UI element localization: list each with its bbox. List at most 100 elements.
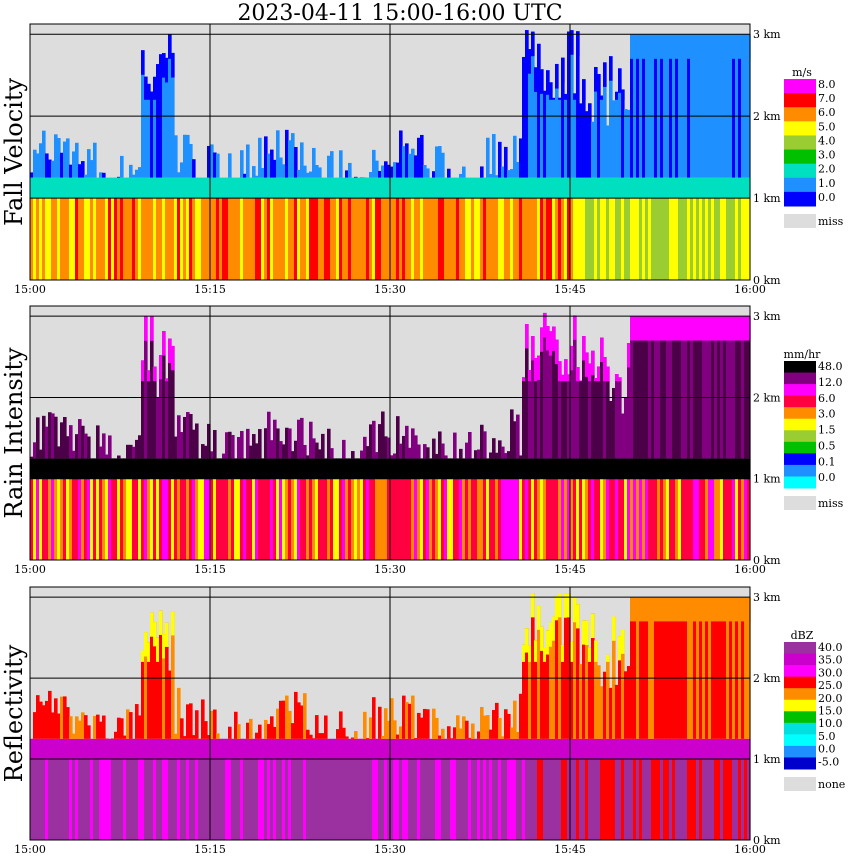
cell — [510, 177, 514, 199]
cell — [198, 198, 202, 280]
cell — [639, 34, 643, 178]
cell — [87, 149, 91, 178]
x-tick-label: 15:30 — [374, 563, 406, 576]
cell — [711, 198, 715, 280]
cell — [438, 759, 442, 840]
cell — [294, 198, 298, 280]
cell — [444, 759, 448, 840]
cell — [594, 177, 598, 199]
cell — [45, 153, 49, 178]
cell — [216, 738, 220, 760]
cell — [519, 198, 523, 280]
cell — [639, 597, 643, 739]
cell — [204, 458, 208, 479]
cell — [207, 145, 211, 178]
cell — [726, 316, 730, 341]
cell — [654, 458, 658, 479]
cell — [174, 198, 178, 280]
cell — [396, 198, 400, 280]
cell — [384, 436, 388, 459]
cell — [516, 731, 520, 739]
cell — [696, 738, 700, 760]
cell — [39, 458, 43, 479]
cell — [585, 198, 589, 280]
legend-label: 4.0 — [818, 134, 836, 147]
cell — [624, 109, 628, 178]
cell — [588, 363, 592, 382]
cell — [102, 198, 106, 280]
cell — [597, 366, 601, 459]
cell — [423, 458, 427, 479]
cell — [345, 478, 349, 560]
cell — [516, 162, 520, 178]
cell — [288, 710, 292, 739]
cell — [186, 458, 190, 479]
cell — [468, 759, 472, 840]
cell — [141, 360, 145, 382]
cell — [174, 135, 178, 178]
cell — [705, 177, 709, 199]
cell — [372, 420, 376, 459]
cell — [420, 458, 424, 479]
cell — [741, 177, 745, 199]
cell — [675, 597, 679, 622]
cell — [723, 198, 727, 280]
cell — [222, 759, 226, 840]
cell — [225, 432, 229, 459]
cell — [81, 738, 85, 760]
cell — [414, 198, 418, 280]
cell — [126, 444, 130, 459]
cell — [69, 164, 73, 178]
cell — [534, 67, 538, 92]
cell — [291, 723, 295, 739]
legend-swatch — [784, 453, 816, 466]
cell — [291, 478, 295, 560]
cell — [555, 595, 559, 739]
cell — [267, 411, 271, 459]
cell — [336, 729, 340, 739]
cell — [456, 715, 460, 739]
cell — [522, 478, 526, 560]
cell — [123, 738, 127, 760]
cell — [228, 726, 232, 739]
cell — [663, 34, 667, 59]
cell — [366, 446, 370, 459]
cell — [666, 597, 670, 622]
cell — [102, 172, 106, 178]
cell — [609, 198, 613, 280]
cell — [711, 759, 715, 840]
cell — [303, 444, 307, 459]
cell — [444, 198, 448, 280]
cell — [513, 738, 517, 760]
cell — [372, 198, 376, 280]
cell — [165, 378, 169, 382]
cell — [606, 654, 610, 662]
cell — [273, 478, 277, 560]
cell — [270, 198, 274, 280]
cell — [708, 198, 712, 280]
cell — [162, 331, 166, 356]
cell — [36, 759, 40, 840]
cell — [192, 177, 196, 199]
cell — [171, 345, 175, 371]
cell — [594, 67, 598, 178]
cell — [30, 478, 34, 560]
cell — [75, 458, 79, 479]
cell — [465, 738, 469, 760]
cell — [243, 738, 247, 760]
cell — [45, 177, 49, 199]
cell — [357, 198, 361, 280]
cell — [735, 478, 739, 560]
cell — [54, 738, 58, 760]
cell — [366, 759, 370, 840]
cell — [693, 597, 697, 739]
cell — [75, 738, 79, 760]
cell — [330, 759, 334, 840]
cell — [132, 738, 136, 760]
cell — [507, 198, 511, 280]
cell — [315, 165, 319, 178]
cell — [327, 458, 331, 479]
cell — [411, 428, 415, 459]
cell — [387, 720, 391, 739]
cell — [699, 34, 703, 178]
